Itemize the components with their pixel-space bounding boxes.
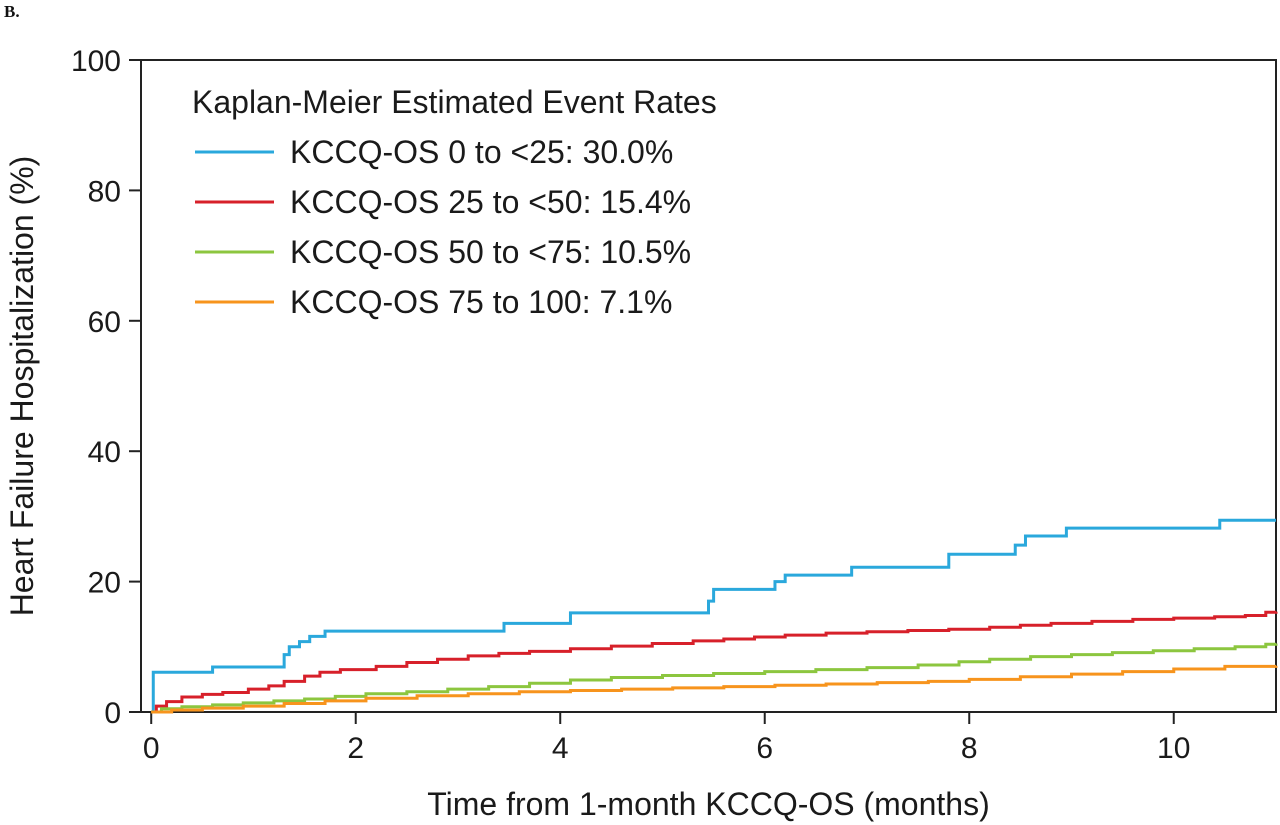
x-tick-label: 0	[143, 732, 160, 765]
y-tick-label: 100	[71, 45, 121, 78]
y-tick-label: 40	[88, 436, 121, 469]
x-tick-label: 6	[756, 732, 773, 765]
x-tick-label: 10	[1157, 732, 1190, 765]
plot-frame	[140, 59, 1277, 713]
y-tick-label: 60	[88, 306, 121, 339]
legend-label-2: KCCQ-OS 25 to <50: 15.4%	[290, 184, 691, 220]
y-tick-label: 80	[88, 175, 121, 208]
series-line-3	[151, 642, 1278, 714]
legend-label-1: KCCQ-OS 0 to <25: 30.0%	[290, 134, 673, 170]
y-axis-title: Heart Failure Hospitalization (%)	[4, 156, 40, 617]
legend-label-3: KCCQ-OS 50 to <75: 10.5%	[290, 234, 691, 270]
series-line-2	[151, 610, 1278, 714]
x-tick-label: 8	[961, 732, 978, 765]
x-tick-label: 4	[552, 732, 569, 765]
axes: 0 20 40 60 80 100 0 2 4 6 8 10	[71, 45, 1277, 765]
y-tick-label: 20	[88, 567, 121, 600]
x-axis-title: Time from 1-month KCCQ-OS (months)	[427, 786, 989, 822]
y-tick-label: 0	[104, 697, 121, 730]
series-line-4	[151, 664, 1278, 714]
x-tick-label: 2	[347, 732, 364, 765]
panel-label: B.	[4, 2, 20, 21]
legend-label-4: KCCQ-OS 75 to 100: 7.1%	[290, 284, 672, 320]
legend-title: Kaplan-Meier Estimated Event Rates	[192, 84, 717, 120]
series-line-1	[151, 518, 1276, 714]
series-lines	[151, 518, 1278, 714]
legend: Kaplan-Meier Estimated Event Rates KCCQ-…	[192, 84, 717, 320]
